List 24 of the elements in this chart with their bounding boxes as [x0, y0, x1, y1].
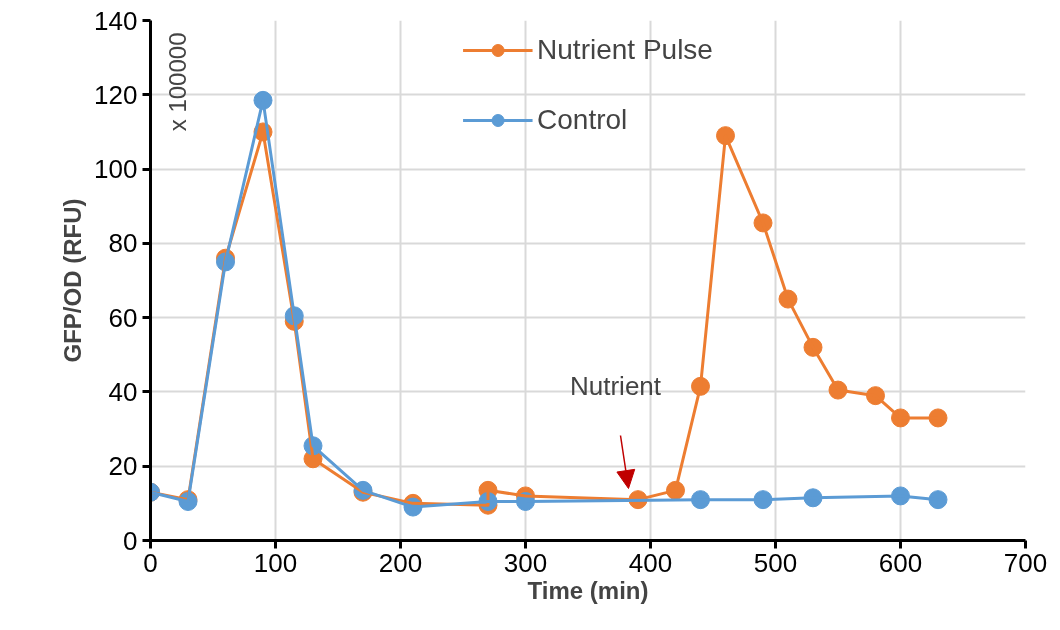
y-tick-label: 0: [123, 525, 138, 556]
y-tick-label: 120: [94, 79, 138, 110]
legend-label: Control: [537, 103, 628, 137]
x-tick-label: 0: [143, 547, 158, 578]
x-tick-label: 100: [253, 547, 298, 578]
y-tick-label: 40: [108, 376, 138, 407]
x-tick-label: 200: [378, 547, 423, 578]
point: [928, 408, 948, 428]
annotation: x 100000: [163, 32, 191, 132]
x-tick-label: 400: [628, 547, 673, 578]
annotation: Nutrient: [569, 370, 662, 401]
y-tick-label: 140: [94, 5, 138, 36]
point: [928, 490, 948, 510]
y-tick-label: 80: [108, 228, 138, 259]
x-tick-label: 500: [753, 547, 798, 578]
y-tick-label: 60: [108, 302, 138, 333]
y-tick-label: 20: [108, 451, 138, 482]
x-tick-label: 700: [1003, 547, 1048, 578]
x-tick-label: 600: [878, 547, 923, 578]
legend-label: Nutrient Pulse: [537, 33, 713, 67]
y-tick-label: 100: [94, 154, 138, 185]
x-axis-title: Time (min): [527, 576, 649, 604]
y-axis-title: GFP/OD (RFU): [59, 198, 87, 363]
x-tick-label: 300: [503, 547, 548, 578]
